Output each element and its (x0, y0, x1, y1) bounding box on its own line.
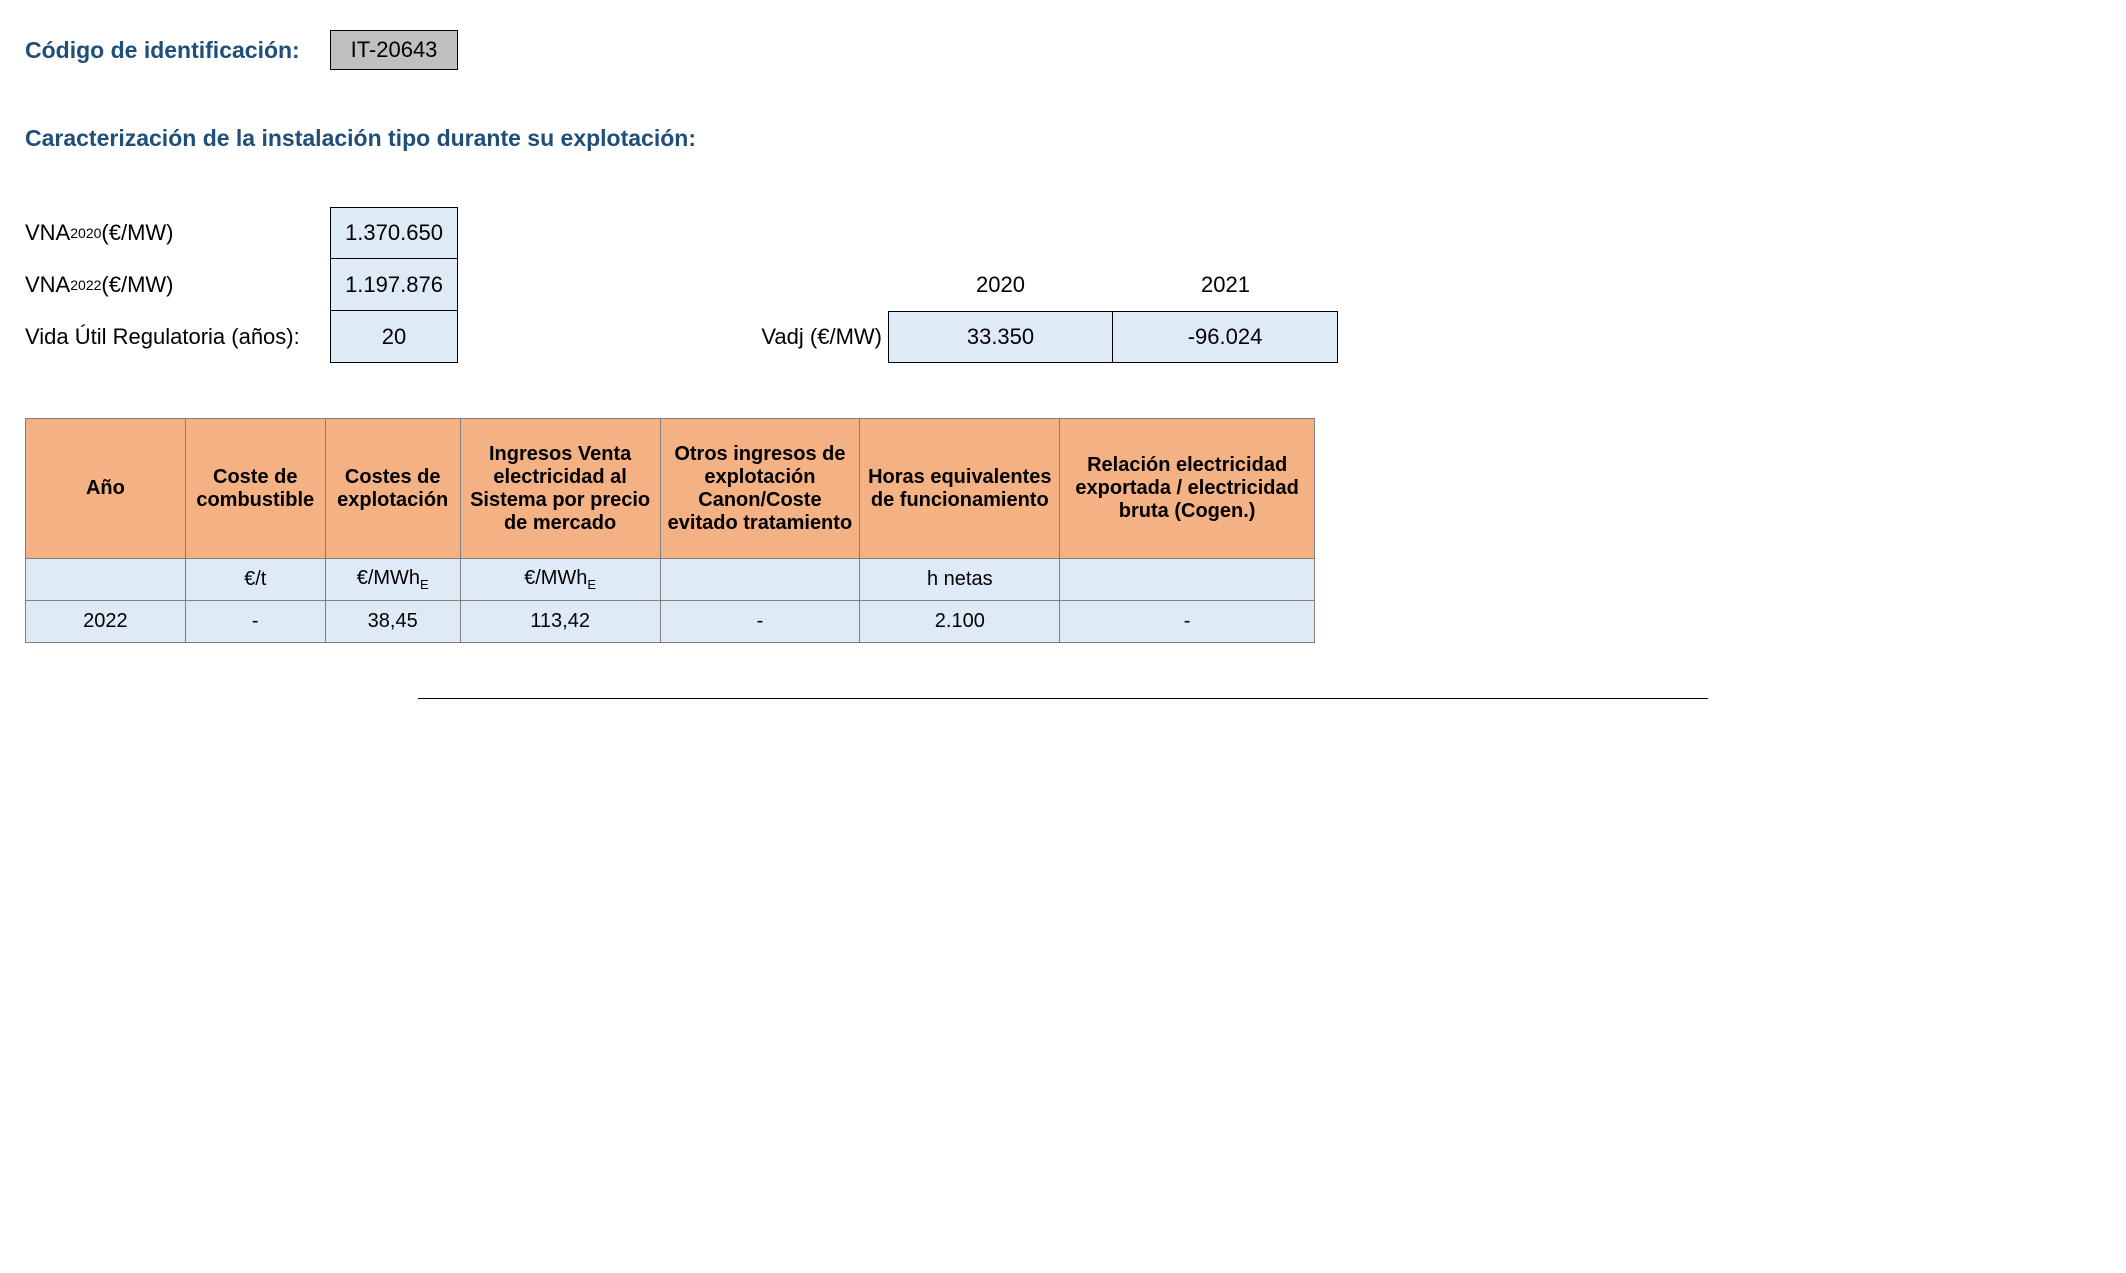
vadj-value-2: -96.024 (1113, 311, 1338, 363)
unit-expl: €/MWhE (325, 559, 460, 601)
unit-expl-sub: E (420, 577, 429, 592)
vida-value: 20 (330, 311, 458, 363)
cell-horas: 2.100 (860, 601, 1060, 643)
th-otros: Otros ingresos de explotación Canon/Cost… (660, 419, 860, 559)
vida-row: Vida Útil Regulatoria (años): 20 (25, 311, 458, 363)
unit-ano (26, 559, 186, 601)
params-block: VNA2020 (€/MW) 1.370.650 VNA2022 (€/MW) … (25, 207, 458, 363)
divider (418, 698, 1708, 699)
vna2022-value: 1.197.876 (330, 259, 458, 311)
unit-ingr-sub: E (587, 577, 596, 592)
cell-rel: - (1060, 601, 1315, 643)
unit-otros (660, 559, 860, 601)
identification-code-box: IT-20643 (330, 30, 458, 70)
vna2022-row: VNA2022 (€/MW) 1.197.876 (25, 259, 458, 311)
main-table-head: Año Coste de combustible Costes de explo… (26, 419, 1315, 559)
page-root: Código de identificación: IT-20643 Carac… (0, 0, 2126, 739)
main-table-body: €/t €/MWhE €/MWhE h netas 2022 - 38,45 1… (26, 559, 1315, 643)
main-table: Año Coste de combustible Costes de explo… (25, 418, 1315, 643)
vida-label: Vida Útil Regulatoria (años): (25, 311, 330, 363)
unit-comb: €/t (185, 559, 325, 601)
vadj-value-row: Vadj (€/MW) 33.350 -96.024 (748, 311, 1338, 363)
vna2020-sub: 2020 (70, 225, 101, 241)
vadj-block: 2020 2021 Vadj (€/MW) 33.350 -96.024 (748, 207, 1338, 363)
cell-expl: 38,45 (325, 601, 460, 643)
vna2020-unit: (€/MW) (101, 220, 173, 246)
cell-otros: - (660, 601, 860, 643)
vna2022-sub: 2022 (70, 277, 101, 293)
cell-ingr: 113,42 (460, 601, 660, 643)
th-rel: Relación electricidad exportada / electr… (1060, 419, 1315, 559)
main-table-header-row: Año Coste de combustible Costes de explo… (26, 419, 1315, 559)
unit-ingr: €/MWhE (460, 559, 660, 601)
th-expl: Costes de explotación (325, 419, 460, 559)
units-row: €/t €/MWhE €/MWhE h netas (26, 559, 1315, 601)
th-ano: Año (26, 419, 186, 559)
unit-horas: h netas (860, 559, 1060, 601)
vna2022-unit: (€/MW) (101, 272, 173, 298)
identification-label: Código de identificación: (25, 37, 330, 64)
th-ingr: Ingresos Venta electricidad al Sistema p… (460, 419, 660, 559)
identification-row: Código de identificación: IT-20643 (25, 30, 2101, 70)
vadj-year-row: 2020 2021 (748, 259, 1338, 311)
unit-expl-pre: €/MWh (357, 567, 420, 589)
th-comb: Coste de combustible (185, 419, 325, 559)
vadj-value-1: 33.350 (888, 311, 1113, 363)
section-title: Caracterización de la instalación tipo d… (25, 125, 2101, 152)
vna2020-label-pre: VNA (25, 220, 70, 246)
data-row: 2022 - 38,45 113,42 - 2.100 - (26, 601, 1315, 643)
vna2020-label: VNA2020 (€/MW) (25, 207, 330, 259)
vna2022-label: VNA2022 (€/MW) (25, 259, 330, 311)
vadj-year-spacer (748, 259, 888, 311)
unit-rel (1060, 559, 1315, 601)
vadj-year-2: 2021 (1113, 259, 1338, 311)
params-and-vadj: VNA2020 (€/MW) 1.370.650 VNA2022 (€/MW) … (25, 207, 2101, 363)
cell-ano: 2022 (26, 601, 186, 643)
th-horas: Horas equivalentes de funcionamiento (860, 419, 1060, 559)
vadj-year-1: 2020 (888, 259, 1113, 311)
unit-ingr-pre: €/MWh (524, 567, 587, 589)
vna2020-value: 1.370.650 (330, 207, 458, 259)
vna2022-label-pre: VNA (25, 272, 70, 298)
vna2020-row: VNA2020 (€/MW) 1.370.650 (25, 207, 458, 259)
vadj-label: Vadj (€/MW) (748, 311, 888, 363)
cell-comb: - (185, 601, 325, 643)
